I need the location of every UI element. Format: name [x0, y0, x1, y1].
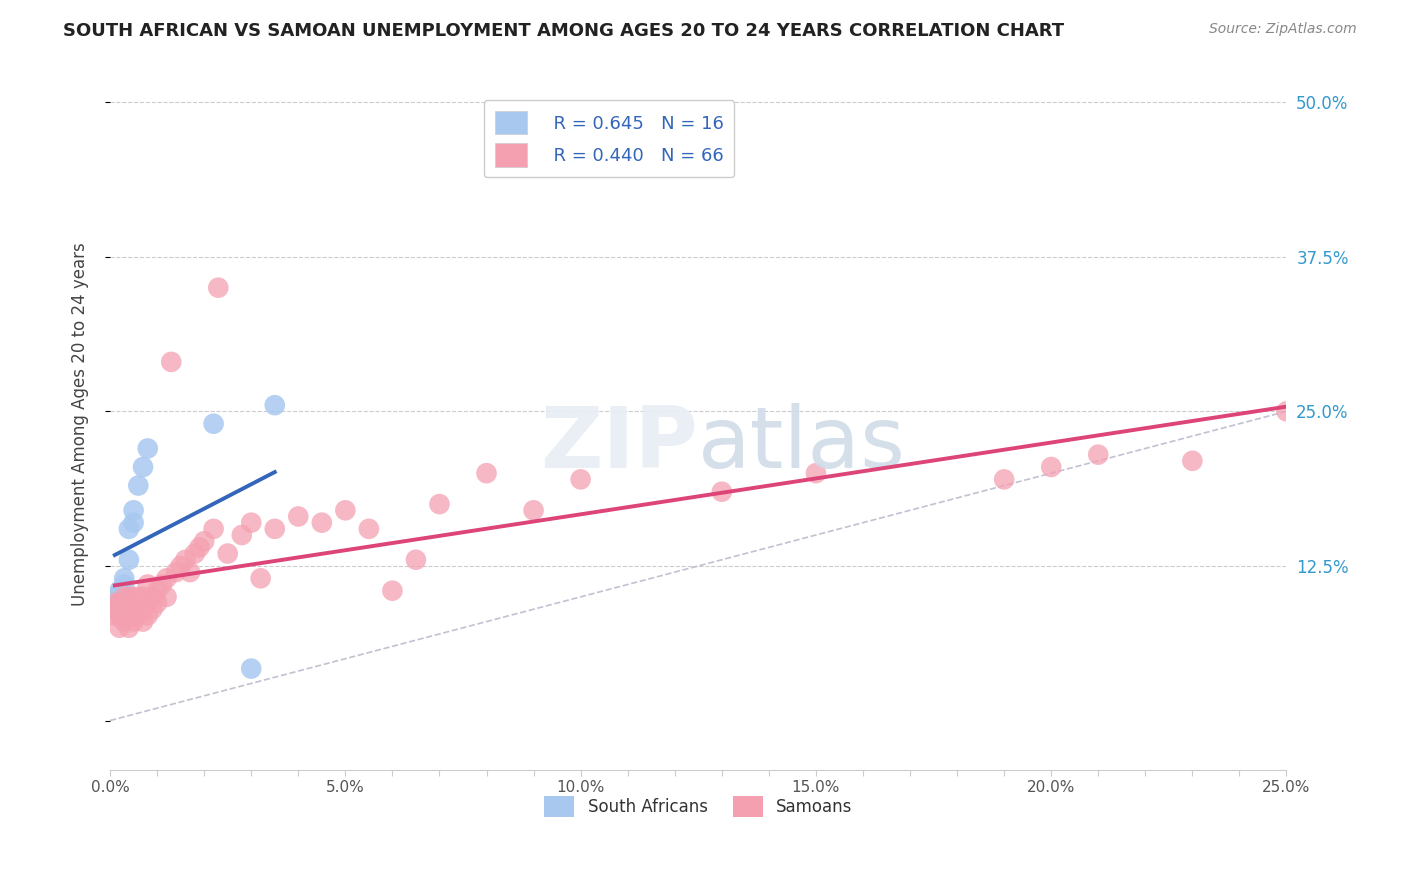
Point [122, 608, 145, 623]
Point [381, 583, 404, 598]
Point [118, 621, 141, 635]
Point [523, 503, 546, 517]
Point [141, 602, 163, 616]
Text: SOUTH AFRICAN VS SAMOAN UNEMPLOYMENT AMONG AGES 20 TO 24 YEARS CORRELATION CHART: SOUTH AFRICAN VS SAMOAN UNEMPLOYMENT AMO… [63, 22, 1064, 40]
Point [122, 503, 145, 517]
Point [475, 466, 498, 480]
Point [104, 608, 127, 623]
Point [108, 596, 131, 610]
Point [169, 558, 191, 573]
Text: atlas: atlas [699, 403, 907, 486]
Point [1181, 454, 1204, 468]
Text: Source: ZipAtlas.com: Source: ZipAtlas.com [1209, 22, 1357, 37]
Point [1040, 460, 1063, 475]
Point [104, 602, 127, 616]
Legend: South Africans, Samoans: South Africans, Samoans [537, 789, 859, 824]
Point [193, 534, 215, 549]
Point [188, 541, 211, 555]
Point [127, 602, 149, 616]
Point [287, 509, 309, 524]
Point [108, 621, 131, 635]
Point [1275, 404, 1298, 418]
Point [263, 522, 285, 536]
Point [108, 596, 131, 610]
Point [357, 522, 380, 536]
Point [146, 583, 169, 598]
Point [217, 547, 239, 561]
Point [249, 571, 271, 585]
Point [240, 662, 263, 676]
Point [112, 590, 135, 604]
Point [112, 577, 135, 591]
Point [118, 608, 141, 623]
Point [136, 577, 159, 591]
Point [804, 466, 827, 480]
Point [108, 608, 131, 623]
Point [155, 571, 177, 585]
Point [240, 516, 263, 530]
Point [429, 497, 451, 511]
Point [118, 522, 141, 536]
Point [122, 615, 145, 629]
Point [165, 565, 187, 579]
Point [136, 442, 159, 456]
Point [136, 596, 159, 610]
Point [569, 472, 592, 486]
Point [155, 590, 177, 604]
Point [311, 516, 333, 530]
Point [993, 472, 1015, 486]
Point [710, 484, 733, 499]
Point [112, 615, 135, 629]
Point [122, 516, 145, 530]
Point [136, 608, 159, 623]
Point [127, 590, 149, 604]
Point [150, 577, 173, 591]
Point [127, 478, 149, 492]
Point [132, 602, 155, 616]
Point [202, 417, 225, 431]
Point [132, 615, 155, 629]
Point [202, 522, 225, 536]
Point [104, 596, 127, 610]
Point [132, 590, 155, 604]
Point [1087, 448, 1109, 462]
Point [104, 590, 127, 604]
Point [112, 571, 135, 585]
Point [118, 590, 141, 604]
Point [108, 583, 131, 598]
Point [112, 602, 135, 616]
Point [231, 528, 253, 542]
Point [122, 602, 145, 616]
Point [118, 553, 141, 567]
Text: ZIP: ZIP [540, 403, 699, 486]
Point [141, 590, 163, 604]
Point [104, 602, 127, 616]
Point [174, 553, 197, 567]
Point [263, 398, 285, 412]
Point [335, 503, 357, 517]
Point [207, 281, 229, 295]
Point [112, 608, 135, 623]
Point [127, 608, 149, 623]
Point [405, 553, 427, 567]
Point [184, 547, 207, 561]
Point [179, 565, 201, 579]
Point [122, 590, 145, 604]
Point [132, 460, 155, 475]
Point [118, 602, 141, 616]
Y-axis label: Unemployment Among Ages 20 to 24 years: Unemployment Among Ages 20 to 24 years [72, 242, 89, 606]
Point [160, 355, 183, 369]
Point [146, 596, 169, 610]
